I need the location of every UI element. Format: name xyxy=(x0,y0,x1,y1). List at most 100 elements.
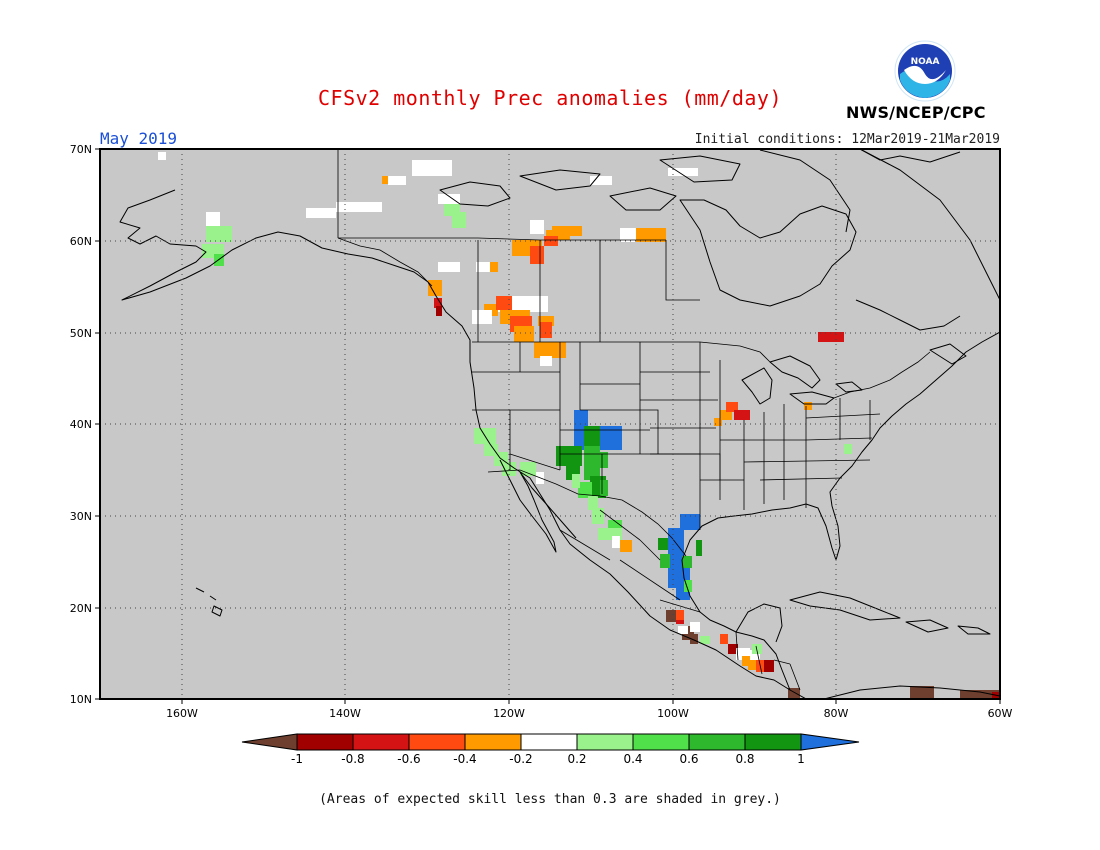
anomaly-cell xyxy=(660,554,670,568)
anomaly-cell xyxy=(636,228,666,242)
colorbar-label: 0.6 xyxy=(679,752,698,766)
anomaly-cell xyxy=(804,402,812,410)
colorbar-swatch xyxy=(296,733,354,751)
anomaly-cell xyxy=(552,226,582,236)
colorbar-label: 0.2 xyxy=(567,752,586,766)
anomaly-cell xyxy=(788,688,800,699)
anomaly-cell xyxy=(538,316,554,326)
colorbar-label: -0.8 xyxy=(341,752,364,766)
anomaly-cell xyxy=(530,220,544,234)
anomaly-cell xyxy=(534,342,566,358)
map-title: CFSv2 monthly Prec anomalies (mm/day) xyxy=(317,86,783,110)
anomaly-cell xyxy=(700,636,710,644)
noaa-logo: NOAA xyxy=(894,40,956,102)
anomaly-cell xyxy=(680,514,700,530)
anomaly-cell xyxy=(734,410,750,420)
anomaly-cell xyxy=(818,332,844,342)
lat-tick-label: 50N xyxy=(70,327,92,340)
anomaly-cell xyxy=(584,426,600,446)
anomaly-cell xyxy=(720,410,732,420)
colorbar-label: -0.6 xyxy=(397,752,420,766)
anomaly-cell xyxy=(206,226,232,242)
lon-labels: 160W 140W 120W 100W 80W 60W xyxy=(166,707,1012,720)
colorbar-label: 0.8 xyxy=(735,752,754,766)
colorbar-swatch xyxy=(464,733,522,751)
colorbar-label: 1 xyxy=(797,752,805,766)
anomaly-cell xyxy=(438,262,460,272)
lon-tick-label: 140W xyxy=(329,707,361,720)
anomaly-cell xyxy=(728,644,738,654)
anomaly-cell xyxy=(600,426,622,450)
agency-label: NWS/NCEP/CPC xyxy=(846,103,986,122)
lat-tick-label: 70N xyxy=(70,143,92,156)
lon-tick-label: 60W xyxy=(988,707,1013,720)
anomaly-cell xyxy=(490,262,498,272)
anomaly-cell xyxy=(540,356,552,366)
lat-tick-label: 40N xyxy=(70,418,92,431)
lat-labels: 70N 60N 50N 40N 30N 20N 10N xyxy=(70,143,92,706)
anomaly-cell xyxy=(452,212,466,228)
footnote: (Areas of expected skill less than 0.3 a… xyxy=(319,792,781,807)
anomaly-cell xyxy=(910,686,934,698)
political-boundaries xyxy=(337,149,931,691)
anomaly-cell xyxy=(620,540,632,552)
anomaly-cell xyxy=(742,656,750,666)
lat-tick-label: 30N xyxy=(70,510,92,523)
anomaly-cell xyxy=(658,538,668,550)
lon-tick-label: 100W xyxy=(657,707,689,720)
anomaly-cell xyxy=(388,176,406,185)
anomaly-cell xyxy=(690,622,700,632)
anomaly-cell xyxy=(336,202,382,212)
anomaly-cell xyxy=(600,480,608,496)
colorbar-label: -0.4 xyxy=(453,752,476,766)
anomaly-cell xyxy=(720,634,728,644)
anomaly-cell xyxy=(684,580,692,592)
colorbar-arrow-low xyxy=(241,733,298,751)
anomaly-cell xyxy=(438,194,460,204)
lat-tick-label: 60N xyxy=(70,235,92,248)
anomaly-cell xyxy=(960,690,1000,699)
lon-tick-label: 160W xyxy=(166,707,198,720)
tick-marks xyxy=(95,148,1001,704)
colorbar-label: -0.2 xyxy=(509,752,532,766)
anomaly-cell xyxy=(556,446,582,466)
colorbar-label: -1 xyxy=(291,752,303,766)
colorbar-label: 0.4 xyxy=(623,752,642,766)
colorbar-swatch xyxy=(688,733,746,751)
colorbar-arrow-high xyxy=(800,733,860,751)
initial-conditions-label: Initial conditions: 12Mar2019-21Mar2019 xyxy=(694,132,1000,147)
anomaly-cell xyxy=(472,310,492,324)
anomaly-cell xyxy=(572,474,580,488)
colorbar-swatch xyxy=(352,733,410,751)
anomaly-cell xyxy=(620,228,636,242)
colorbar-swatch xyxy=(408,733,466,751)
anomaly-cell xyxy=(592,508,604,524)
anomaly-cell xyxy=(434,298,442,308)
anomaly-cell xyxy=(306,208,336,218)
anomaly-cell xyxy=(514,326,534,342)
lon-tick-label: 80W xyxy=(824,707,849,720)
anomaly-cell xyxy=(428,280,442,296)
colorbar-swatch xyxy=(632,733,690,751)
anomaly-cell xyxy=(844,444,852,454)
colorbar-swatch xyxy=(576,733,634,751)
anomaly-cell xyxy=(726,402,738,412)
anomaly-cell xyxy=(590,176,612,185)
anomaly-cell xyxy=(714,418,722,426)
anomaly-cell xyxy=(540,322,552,338)
month-label: May 2019 xyxy=(100,129,178,148)
anomaly-cell xyxy=(412,160,452,176)
anomaly-cell xyxy=(588,496,598,510)
logo-text: NOAA xyxy=(911,57,940,67)
anomaly-cell xyxy=(748,660,760,670)
anomaly-cell xyxy=(678,626,688,634)
coastlines xyxy=(119,149,1000,699)
graticule xyxy=(100,149,1000,699)
anomaly-cell xyxy=(696,540,702,556)
anomaly-cell xyxy=(476,262,492,272)
anomaly-cell xyxy=(612,536,620,548)
anomaly-cell xyxy=(682,556,692,568)
anomaly-cell xyxy=(676,610,684,620)
colorbar-labels: -1 -0.8 -0.6 -0.4 -0.2 0.2 0.4 0.6 0.8 1 xyxy=(291,752,805,766)
